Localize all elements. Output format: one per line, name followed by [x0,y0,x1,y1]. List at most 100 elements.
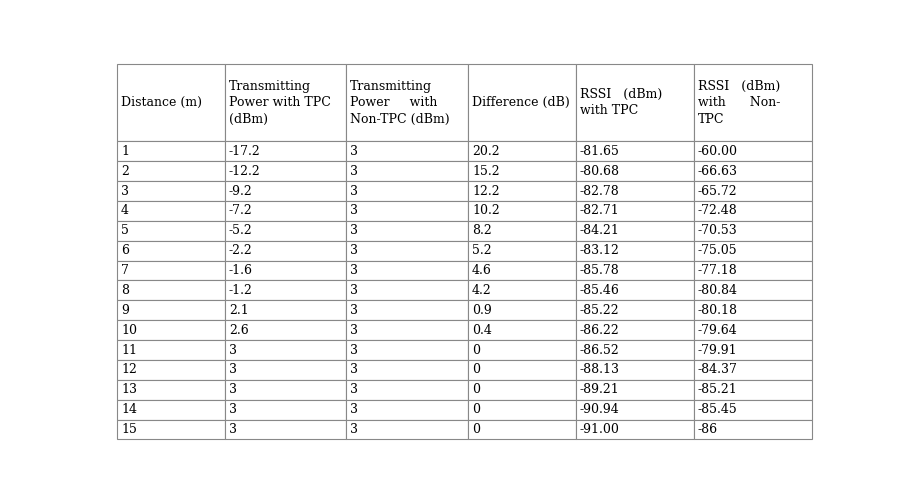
Bar [117,300,225,320]
Text: -89.21: -89.21 [580,383,620,396]
Text: 3: 3 [351,264,359,277]
Bar [694,221,812,241]
Text: 8.2: 8.2 [472,224,492,238]
Text: Distance (m): Distance (m) [121,96,202,109]
Bar [467,380,575,400]
Text: -79.91: -79.91 [698,344,737,357]
Text: -88.13: -88.13 [580,364,620,376]
Bar [467,221,575,241]
Bar [575,260,694,280]
Text: -1.6: -1.6 [228,264,253,277]
Text: 15.2: 15.2 [472,165,499,178]
Bar [225,340,346,360]
Text: 3: 3 [351,205,359,218]
Text: -82.71: -82.71 [580,205,620,218]
Text: 6: 6 [121,244,129,257]
Text: 5: 5 [121,224,129,238]
Bar [117,141,225,161]
Bar [467,300,575,320]
Bar [225,280,346,300]
Text: -85.45: -85.45 [698,403,737,416]
Text: -86.22: -86.22 [580,324,620,337]
Text: 12.2: 12.2 [472,185,499,198]
Bar [346,320,467,340]
Text: 3: 3 [351,403,359,416]
Bar [467,161,575,181]
Text: 3: 3 [351,244,359,257]
Bar [346,201,467,221]
Bar [467,64,575,141]
Bar [575,360,694,380]
Bar [694,320,812,340]
Text: -85.78: -85.78 [580,264,620,277]
Bar [575,201,694,221]
Text: -7.2: -7.2 [228,205,253,218]
Bar [694,201,812,221]
Text: 3: 3 [351,383,359,396]
Bar [575,300,694,320]
Text: 3: 3 [228,383,236,396]
Text: -91.00: -91.00 [580,423,620,436]
Text: -66.63: -66.63 [698,165,737,178]
Text: 0: 0 [472,344,480,357]
Bar [575,161,694,181]
Bar [694,419,812,439]
Bar [346,280,467,300]
Text: Difference (dB): Difference (dB) [472,96,570,109]
Text: 3: 3 [351,304,359,317]
Bar [575,141,694,161]
Bar [225,360,346,380]
Bar [575,241,694,260]
Bar [694,380,812,400]
Text: -90.94: -90.94 [580,403,620,416]
Text: 3: 3 [351,224,359,238]
Text: 4.6: 4.6 [472,264,492,277]
Bar [346,161,467,181]
Text: 4: 4 [121,205,129,218]
Bar [346,419,467,439]
Text: 11: 11 [121,344,137,357]
Text: -12.2: -12.2 [228,165,260,178]
Text: -5.2: -5.2 [228,224,253,238]
Text: 10: 10 [121,324,137,337]
Text: 3: 3 [351,364,359,376]
Bar [467,280,575,300]
Bar [346,340,467,360]
Text: 3: 3 [351,165,359,178]
Bar [117,400,225,419]
Text: -70.53: -70.53 [698,224,737,238]
Text: -65.72: -65.72 [698,185,737,198]
Text: 14: 14 [121,403,137,416]
Bar [694,340,812,360]
Text: 9: 9 [121,304,129,317]
Text: 0.4: 0.4 [472,324,492,337]
Bar [346,221,467,241]
Bar [346,181,467,201]
Text: 1: 1 [121,145,129,158]
Bar [346,400,467,419]
Bar [694,280,812,300]
Text: 3: 3 [351,145,359,158]
Bar [575,340,694,360]
Text: 20.2: 20.2 [472,145,499,158]
Bar [346,300,467,320]
Text: 2: 2 [121,165,129,178]
Bar [694,181,812,201]
Bar [225,201,346,221]
Bar [467,400,575,419]
Bar [117,221,225,241]
Bar [225,221,346,241]
Bar [117,64,225,141]
Text: 3: 3 [228,423,236,436]
Text: Transmitting
Power with TPC
(dBm): Transmitting Power with TPC (dBm) [228,80,331,125]
Bar [346,241,467,260]
Text: -60.00: -60.00 [698,145,737,158]
Text: -1.2: -1.2 [228,284,253,297]
Text: 0: 0 [472,364,480,376]
Bar [117,280,225,300]
Text: 3: 3 [228,403,236,416]
Text: -83.12: -83.12 [580,244,620,257]
Bar [225,161,346,181]
Text: 3: 3 [351,284,359,297]
Text: 7: 7 [121,264,129,277]
